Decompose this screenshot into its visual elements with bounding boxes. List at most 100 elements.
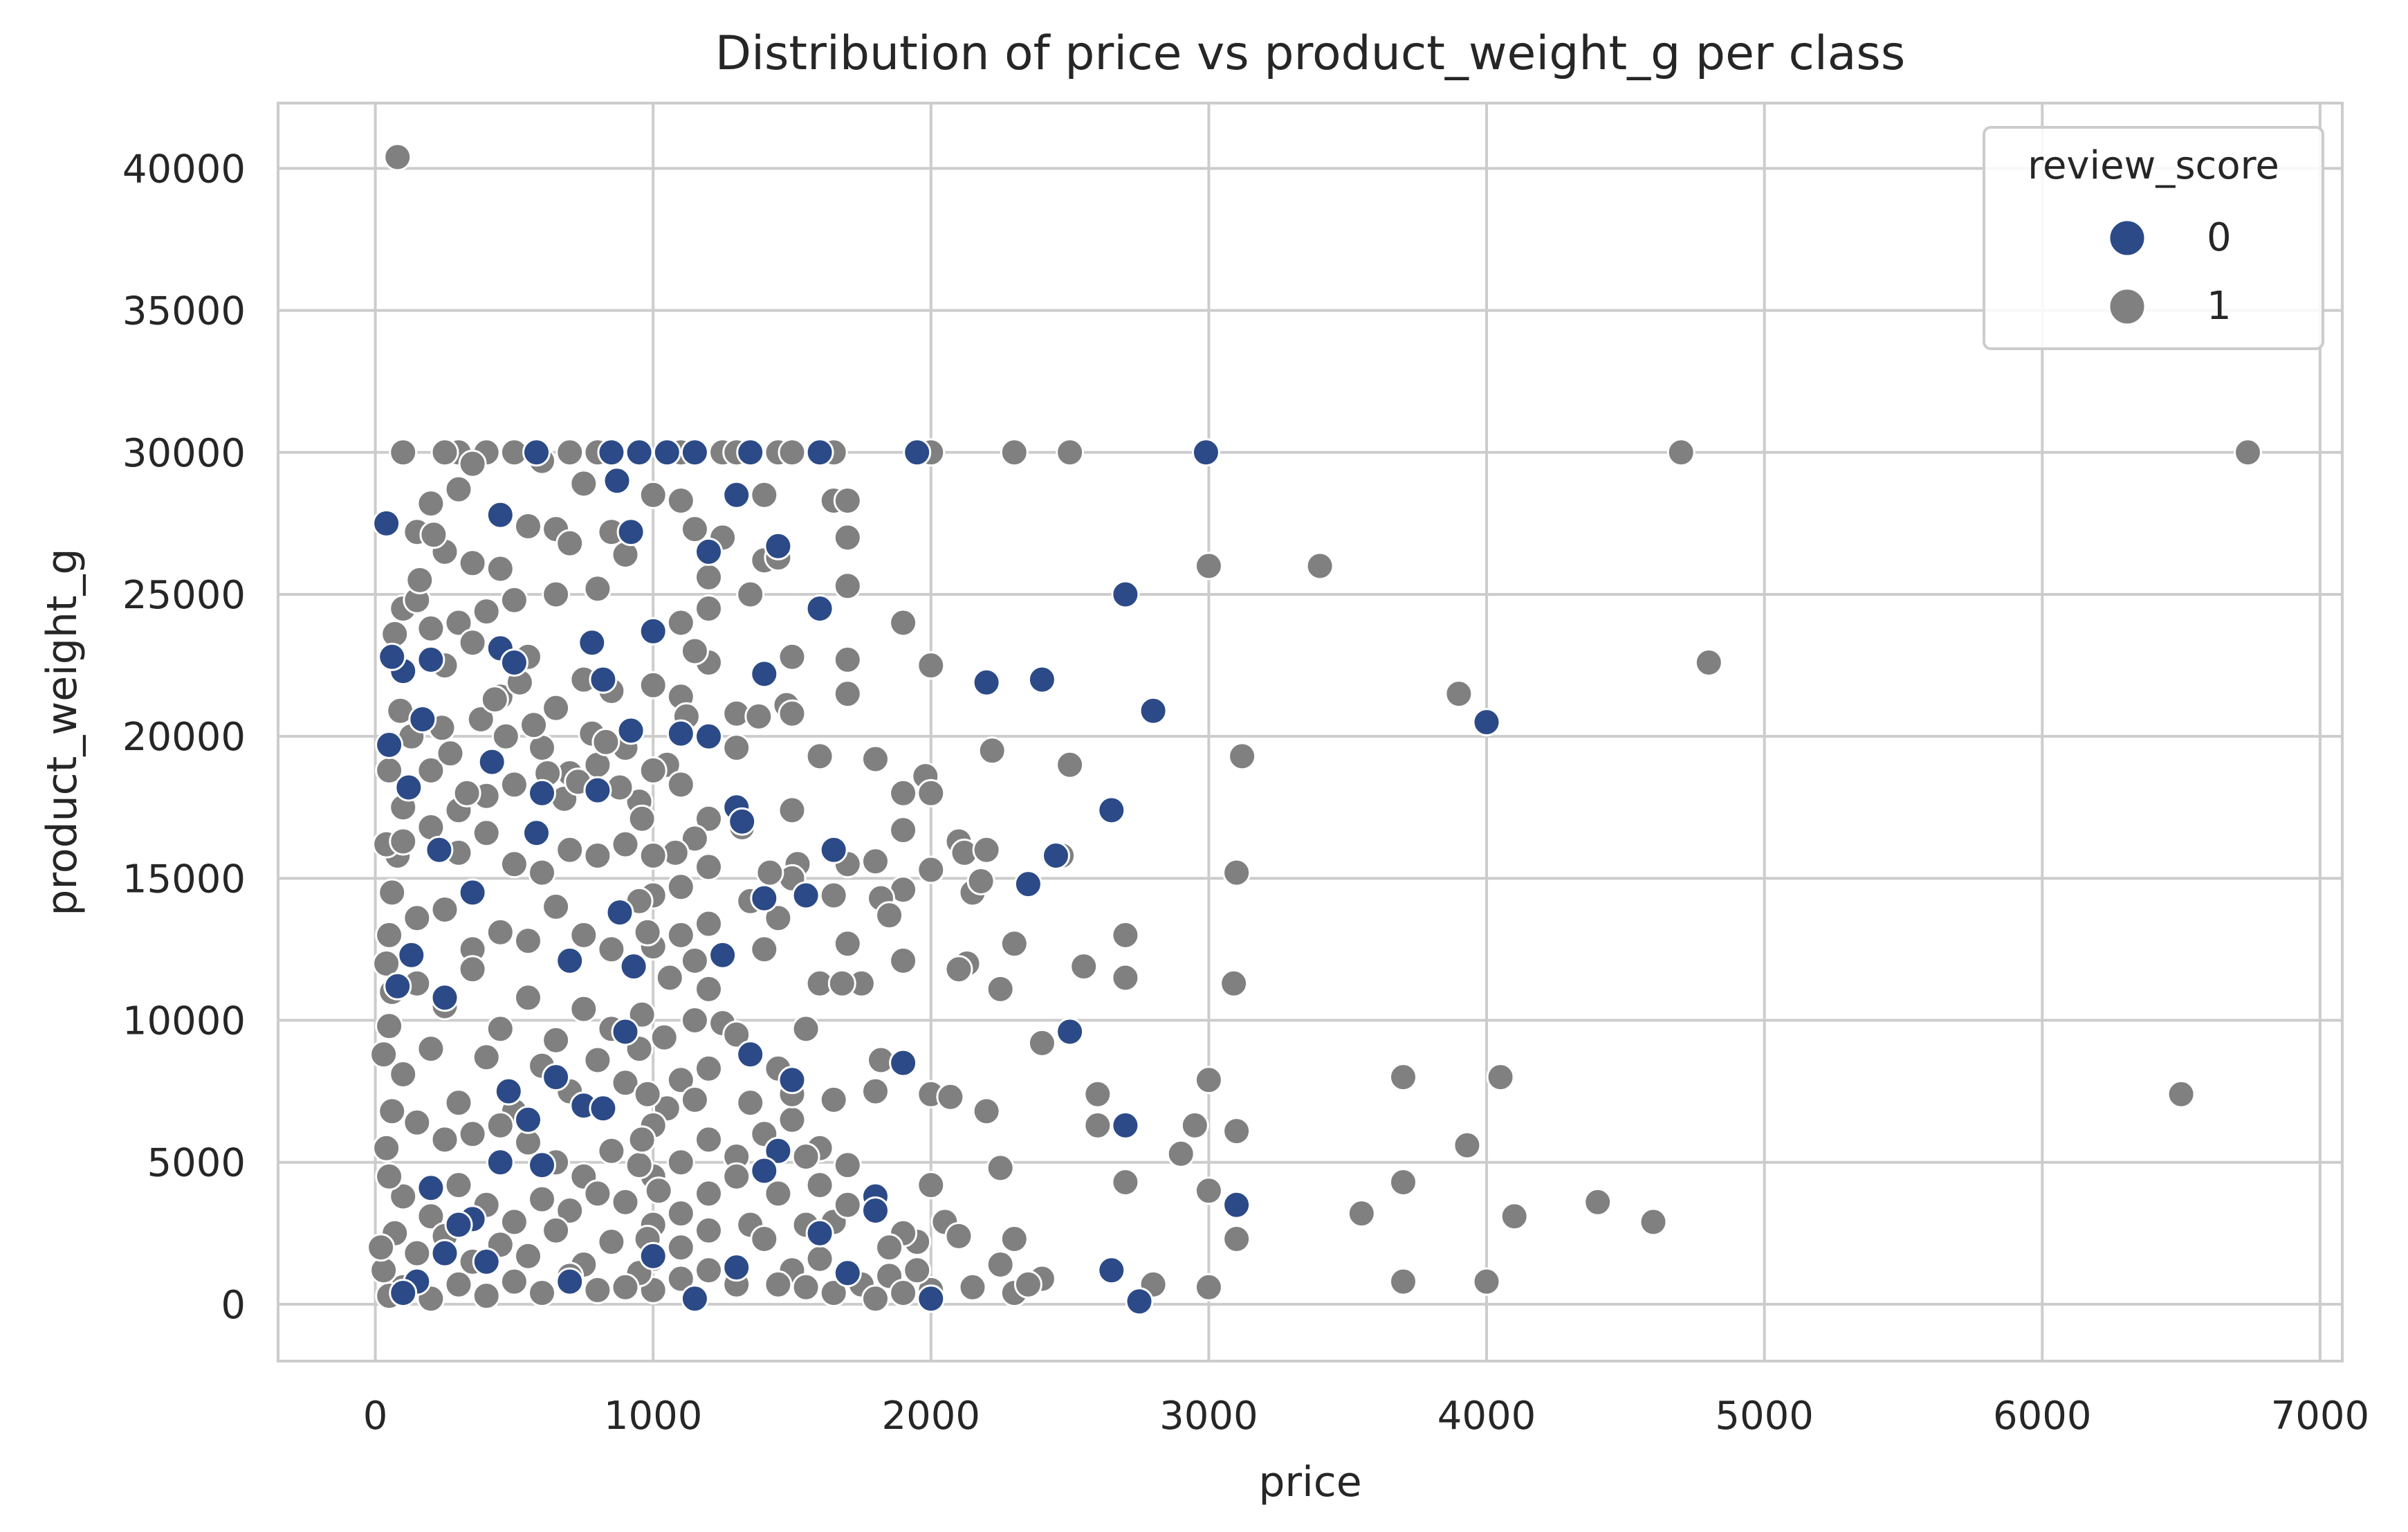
data-point-class-1 [977,736,1007,765]
data-point-class-1 [499,1267,529,1296]
data-point-class-1 [695,1216,723,1245]
data-point-class-1 [367,1233,396,1262]
data-point-class-1 [555,835,585,864]
data-point-class-1 [638,841,668,870]
data-point-class-1 [917,1171,946,1200]
data-point-class-0 [861,1196,890,1225]
data-point-class-1 [917,855,946,884]
legend-marker-1 [2108,287,2147,326]
data-point-class-1 [1083,1079,1112,1109]
data-point-class-1 [819,1085,848,1114]
data-point-class-1 [819,881,848,910]
data-point-class-1 [375,1162,404,1191]
data-point-class-0 [625,438,654,467]
data-point-class-1 [680,637,709,666]
x-tick-label: 2000 [882,1394,981,1439]
data-point-class-1 [680,515,709,544]
data-point-class-1 [633,918,662,947]
data-point-class-0 [972,668,1001,697]
data-point-class-1 [486,554,515,583]
data-point-class-1 [1444,680,1473,709]
data-point-class-1 [778,1105,807,1134]
data-point-class-1 [372,1133,401,1162]
y-tick-label: 5000 [147,1141,246,1186]
data-point-class-1 [591,727,621,756]
data-point-class-1 [889,608,918,637]
data-point-class-1 [555,1196,585,1225]
data-point-class-1 [375,1012,404,1041]
data-point-class-0 [416,1174,445,1203]
data-point-class-1 [597,1136,626,1165]
data-point-class-1 [597,1228,626,1257]
data-point-class-1 [875,1233,904,1262]
data-point-class-1 [486,1111,515,1140]
data-point-class-1 [680,1006,709,1034]
data-point-class-1 [514,983,542,1012]
legend: review_score 0 1 [1983,126,2324,350]
data-point-class-1 [486,1014,515,1043]
data-point-class-1 [638,756,668,785]
data-point-class-0 [680,438,709,467]
y-tick-label: 10000 [122,999,246,1044]
y-tick-label: 0 [221,1283,246,1328]
data-point-class-0 [764,1136,793,1165]
data-point-class-0 [666,719,695,748]
data-point-class-1 [1472,1267,1501,1296]
data-point-class-0 [578,628,607,657]
data-point-class-1 [1220,969,1249,998]
data-point-class-0 [889,1048,918,1077]
data-point-class-1 [1222,1117,1251,1146]
data-point-class-0 [1139,696,1168,725]
data-point-class-1 [389,438,418,467]
data-point-class-1 [405,565,434,594]
data-point-class-1 [736,1088,765,1118]
y-tick-label: 40000 [122,147,246,192]
data-point-class-1 [499,770,529,799]
data-point-class-1 [528,1279,556,1307]
data-point-class-0 [652,438,681,467]
data-point-class-1 [1000,1225,1029,1253]
data-point-class-1 [778,438,807,467]
data-point-class-1 [403,904,432,933]
data-point-class-0 [750,659,779,689]
data-point-class-0 [389,1279,418,1307]
data-point-class-1 [889,1279,918,1307]
data-point-class-0 [1191,438,1220,467]
data-point-class-1 [833,523,862,552]
data-point-class-0 [528,1151,556,1180]
data-point-class-0 [638,617,668,646]
data-point-class-1 [1180,1111,1209,1140]
data-point-class-1 [1166,1139,1195,1168]
data-point-class-0 [589,665,618,694]
y-tick-label: 30000 [122,431,246,476]
data-point-class-1 [378,878,407,907]
data-point-class-0 [555,946,585,975]
data-point-class-1 [1305,551,1334,581]
data-point-class-1 [695,804,723,833]
data-point-class-0 [1111,1111,1140,1140]
data-point-class-1 [764,1179,793,1208]
data-point-class-1 [1013,1270,1042,1299]
data-point-class-1 [805,1171,834,1200]
data-point-class-0 [408,705,437,733]
y-tick-label: 25000 [122,573,246,618]
x-tick-label: 6000 [1993,1394,2092,1439]
data-point-class-1 [755,858,784,887]
data-point-class-1 [436,739,465,768]
data-point-class-1 [555,438,585,467]
data-point-class-1 [486,918,515,947]
data-point-class-1 [958,1273,987,1302]
data-point-class-1 [680,1085,709,1114]
data-point-class-1 [555,529,585,558]
data-point-class-1 [666,920,695,949]
data-point-class-0 [722,480,751,509]
legend-marker-0 [2108,219,2147,257]
data-point-class-1 [903,1256,932,1285]
data-point-class-1 [695,974,723,1003]
data-point-class-1 [542,1216,571,1245]
data-point-class-1 [625,1151,654,1180]
data-point-class-0 [728,807,757,836]
data-point-class-0 [1097,796,1126,825]
data-point-class-1 [389,1060,418,1088]
data-point-class-1 [861,1284,890,1313]
